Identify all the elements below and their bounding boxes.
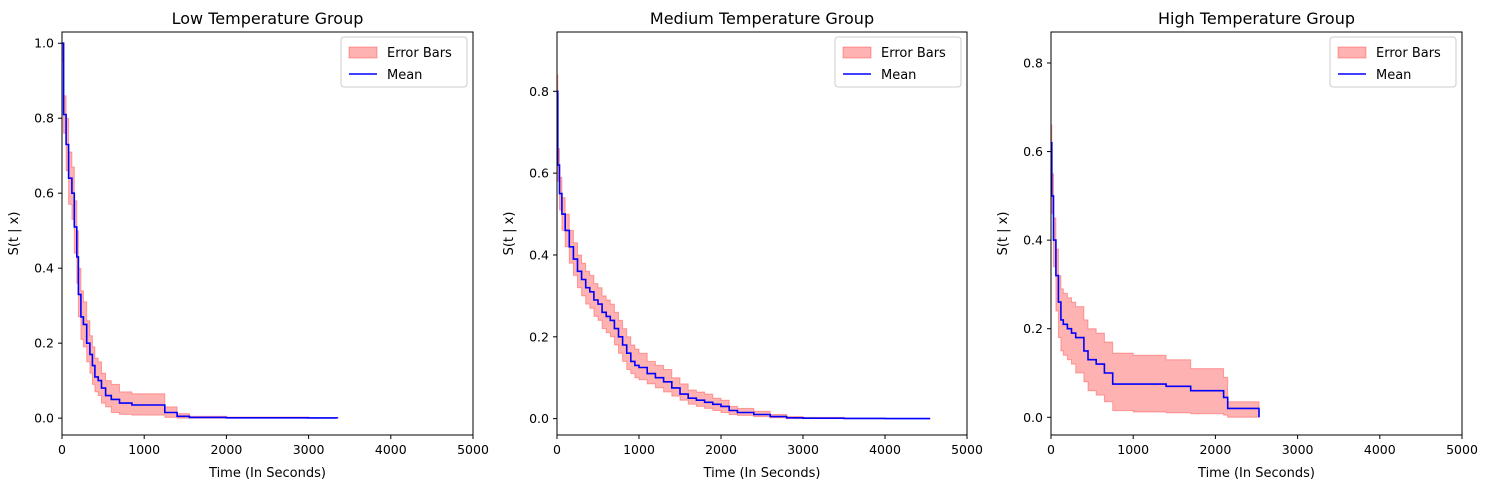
y-axis-label: S(t | x): [996, 212, 1011, 256]
x-tick-label: 0: [1047, 442, 1055, 457]
x-tick-label: 2000: [210, 442, 242, 457]
y-tick-label: 0.0: [34, 411, 54, 426]
chart-title: Low Temperature Group: [172, 9, 364, 28]
y-tick-label: 0.0: [529, 411, 549, 426]
y-tick-label: 0.0: [1023, 410, 1043, 425]
y-tick-label: 0.6: [34, 186, 54, 201]
legend: Error Bars Mean: [340, 36, 468, 88]
y-tick-label: 0.8: [529, 84, 549, 99]
x-tick-label: 0: [553, 442, 561, 457]
x-tick-label: 5000: [457, 442, 489, 457]
legend-label-error-bars: Error Bars: [881, 46, 946, 61]
x-axis-label: Time (In Seconds): [208, 466, 326, 481]
x-tick-label: 2000: [705, 442, 737, 457]
mean-line: [1051, 141, 1260, 418]
legend-swatch-error-bars: [1337, 46, 1367, 59]
mean-line: [557, 90, 931, 420]
y-tick-label: 0.8: [34, 111, 54, 126]
legend: Error Bars Mean: [1329, 36, 1457, 88]
chart-title: High Temperature Group: [1158, 9, 1355, 28]
error-band: [1050, 124, 1260, 418]
subplot-2: 0 1000 2000 3000 4000 5000 0.0 0.2 0.4 0.6 0.8 Medi…: [502, 9, 983, 481]
y-tick-label: 0.6: [1023, 144, 1043, 159]
axes-frame: [1050, 31, 1463, 436]
y-tick-label: 0.2: [34, 336, 54, 351]
chart-title: Medium Temperature Group: [650, 9, 874, 28]
x-tick-label: 4000: [1364, 442, 1396, 457]
y-tick-label: 1.0: [34, 36, 54, 51]
legend-label-mean: Mean: [387, 68, 422, 83]
subplot-3: 0 1000 2000 3000 4000 5000 0.0 0.2 0.4 0.6 0.8 High…: [996, 9, 1478, 481]
axes-frame: [61, 31, 474, 436]
x-tick-label: 3000: [787, 442, 819, 457]
y-tick-label: 0.8: [1023, 56, 1043, 71]
x-tick-label: 4000: [869, 442, 901, 457]
y-axis-label: S(t | x): [502, 212, 517, 256]
x-tick-label: 1000: [128, 442, 160, 457]
y-tick-label: 0.4: [529, 247, 549, 262]
error-band: [556, 74, 931, 420]
x-axis-label: Time (In Seconds): [703, 466, 821, 481]
x-tick-label: 0: [58, 442, 66, 457]
y-tick-label: 0.2: [1023, 321, 1043, 336]
legend: Error Bars Mean: [834, 36, 962, 88]
x-axis-label: Time (In Seconds): [1197, 466, 1315, 481]
subplot-1: 0 1000 2000 3000 4000 5000 0.0 0.2 0.4 0.6 0.8 1.0 L…: [7, 9, 489, 481]
y-axis-label: S(t | x): [7, 212, 22, 256]
x-tick-label: 1000: [623, 442, 655, 457]
x-tick-label: 5000: [951, 442, 983, 457]
legend-label-error-bars: Error Bars: [1376, 46, 1441, 61]
y-tick-label: 0.4: [1023, 233, 1043, 248]
legend-label-error-bars: Error Bars: [387, 46, 452, 61]
x-tick-label: 3000: [1282, 442, 1314, 457]
y-tick-label: 0.2: [529, 329, 549, 344]
x-tick-label: 2000: [1199, 442, 1231, 457]
error-band: [61, 42, 338, 419]
x-tick-label: 5000: [1446, 442, 1478, 457]
legend-label-mean: Mean: [1376, 68, 1411, 83]
mean-line: [62, 42, 339, 419]
y-tick-label: 0.4: [34, 261, 54, 276]
legend-label-mean: Mean: [881, 68, 916, 83]
legend-swatch-error-bars: [842, 46, 872, 59]
legend-swatch-error-bars: [348, 46, 378, 59]
x-tick-label: 3000: [293, 442, 325, 457]
x-tick-label: 1000: [1117, 442, 1149, 457]
axes-frame: [556, 31, 968, 436]
x-tick-label: 4000: [375, 442, 407, 457]
y-tick-label: 0.6: [529, 166, 549, 181]
